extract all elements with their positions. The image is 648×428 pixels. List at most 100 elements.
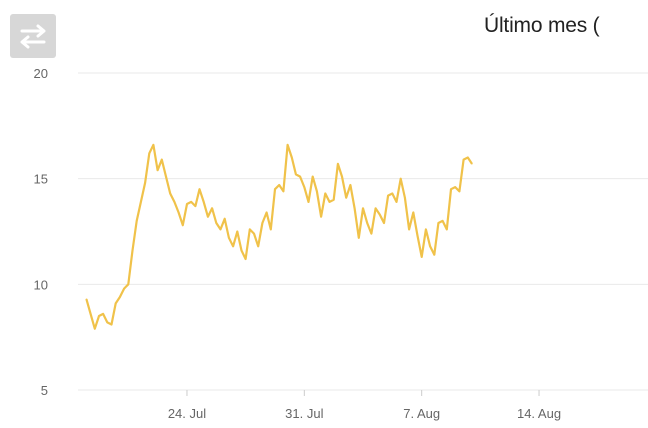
data-point [228, 237, 230, 239]
data-point [94, 328, 96, 330]
data-point [307, 201, 310, 203]
data-point [446, 228, 448, 230]
data-point [316, 190, 318, 192]
data-point [194, 205, 196, 207]
data-point [232, 245, 234, 247]
chart-title: Último mes ( [484, 14, 600, 37]
y-tick-label: 15 [34, 172, 48, 187]
y-tick-label: 10 [34, 277, 48, 292]
data-point [299, 175, 301, 178]
data-point [383, 222, 385, 224]
data-point [429, 245, 431, 247]
data-point [98, 315, 100, 317]
data-point [366, 222, 368, 224]
data-point [169, 192, 171, 195]
data-point [341, 175, 343, 178]
data-point [278, 184, 280, 186]
data-point [207, 216, 209, 218]
data-point [211, 207, 213, 209]
data-point [173, 201, 175, 203]
y-tick-label: 5 [41, 383, 48, 398]
data-point [152, 144, 155, 146]
data-point [224, 218, 226, 220]
data-point [110, 323, 113, 326]
data-point [416, 235, 419, 237]
data-point [295, 173, 297, 176]
data-point [282, 190, 284, 192]
data-point [404, 197, 406, 199]
data-point [148, 152, 150, 154]
data-point [203, 201, 205, 203]
data-point [106, 321, 108, 323]
data-point [454, 186, 456, 188]
x-tick-label: 7. Aug [403, 406, 440, 421]
data-point [433, 254, 435, 256]
data-point [182, 224, 184, 226]
data-point [374, 207, 377, 209]
data-point [266, 211, 268, 214]
data-point [215, 222, 217, 224]
data-point [425, 228, 427, 230]
data-point [236, 230, 238, 233]
data-point [467, 156, 469, 159]
data-point [303, 186, 305, 188]
data-point [286, 144, 289, 146]
data-point [462, 159, 465, 161]
data-point [253, 233, 255, 235]
data-point [190, 201, 192, 203]
data-point [312, 175, 314, 178]
x-tick-label: 24. Jul [168, 406, 206, 421]
data-point [345, 197, 347, 199]
data-point [115, 302, 117, 304]
data-point [198, 188, 201, 190]
data-point [387, 194, 389, 197]
data-point [442, 220, 444, 222]
data-point [391, 192, 393, 195]
x-tick-label: 31. Jul [285, 406, 323, 421]
data-point [362, 207, 364, 209]
data-point [274, 188, 276, 190]
data-point [219, 228, 222, 230]
data-point [379, 213, 381, 216]
data-point [136, 220, 138, 222]
data-point [324, 192, 326, 195]
data-point [395, 201, 398, 203]
y-tick-label: 20 [34, 66, 48, 81]
data-point [123, 287, 125, 290]
data-point [245, 258, 247, 260]
data-point [131, 249, 134, 252]
data-point [471, 163, 473, 165]
data-point [450, 188, 452, 190]
data-point [157, 169, 159, 171]
data-point [320, 216, 322, 218]
data-point [85, 298, 87, 300]
data-point [458, 190, 460, 192]
data-point [127, 283, 129, 285]
data-point [328, 201, 331, 203]
data-point [349, 184, 352, 186]
chart-toggle-button[interactable] [10, 14, 56, 58]
data-point [140, 201, 142, 203]
data-point [421, 256, 423, 258]
data-point [144, 182, 146, 184]
data-point [89, 313, 92, 315]
data-point [437, 222, 440, 224]
data-point [257, 245, 259, 247]
swap-arrows-icon [20, 24, 46, 49]
data-point [354, 207, 356, 209]
data-point [177, 211, 180, 214]
data-point [161, 159, 163, 161]
data-point [240, 249, 243, 252]
data-point [291, 156, 293, 159]
data-point [165, 175, 167, 178]
data-point [337, 163, 339, 165]
data-point [370, 233, 372, 235]
data-point [249, 228, 251, 230]
series-line [85, 143, 473, 330]
data-point [102, 313, 104, 315]
data-point [186, 203, 188, 205]
data-point [333, 199, 335, 201]
data-point [408, 228, 410, 230]
